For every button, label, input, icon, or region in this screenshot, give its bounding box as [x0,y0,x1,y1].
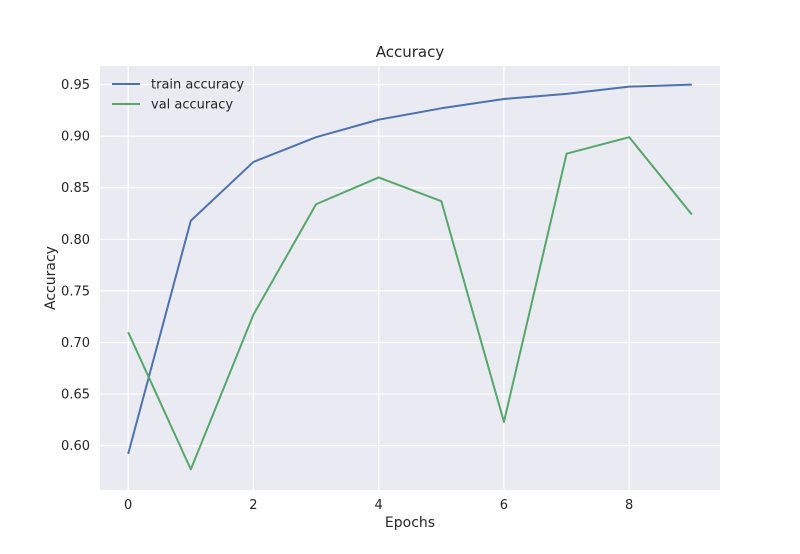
y-tick-label: 0.70 [61,336,90,351]
y-axis-label: Accuracy [43,246,59,310]
x-tick-label: 6 [500,498,508,513]
x-axis-label: Epochs [385,515,435,531]
legend-label: val accuracy [151,98,233,113]
y-tick-label: 0.75 [61,284,90,299]
legend-label: train accuracy [151,78,244,93]
plot-area [100,66,720,490]
x-tick-label: 4 [375,498,383,513]
y-tick-label: 0.85 [61,181,90,196]
chart-title: Accuracy [376,43,445,61]
y-tick-label: 0.65 [61,388,90,403]
x-tick-label: 8 [625,498,633,513]
x-tick-label: 2 [249,498,257,513]
y-tick-label: 0.90 [61,130,90,145]
y-tick-label: 0.80 [61,233,90,248]
x-tick-label: 0 [124,498,132,513]
y-tick-label: 0.60 [61,439,90,454]
y-tick-label: 0.95 [61,78,90,93]
